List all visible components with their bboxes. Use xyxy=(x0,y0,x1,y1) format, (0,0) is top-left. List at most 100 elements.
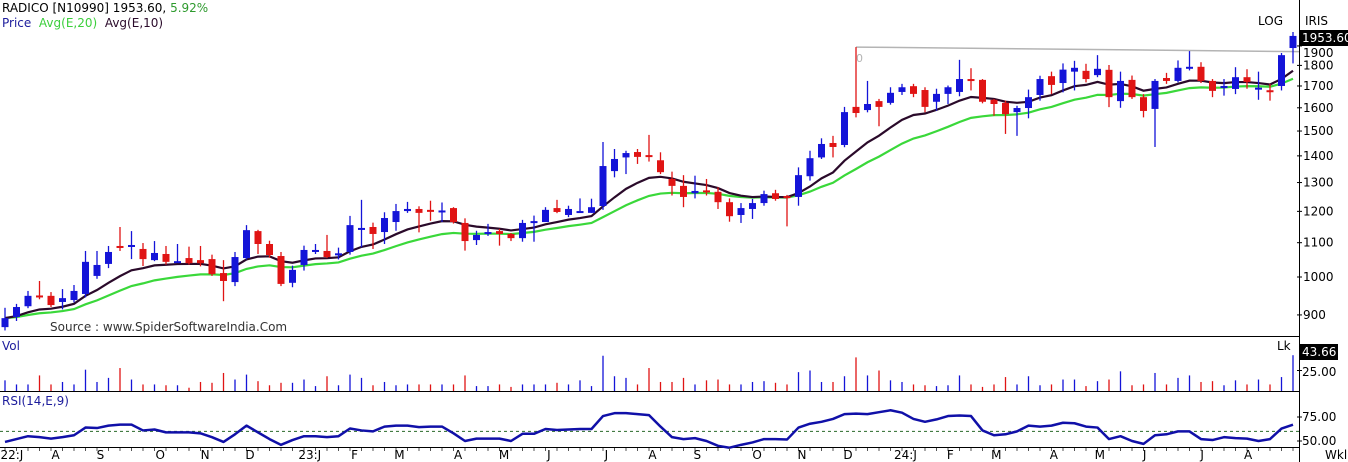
candle-body xyxy=(1140,97,1147,111)
candle-body xyxy=(404,208,411,212)
candle xyxy=(1048,71,1055,95)
legend-price[interactable]: Price xyxy=(2,16,32,30)
price-tick-label: 1200 xyxy=(1303,204,1334,218)
candle-body xyxy=(818,143,825,158)
candle xyxy=(47,292,55,308)
candle-body xyxy=(128,244,135,247)
candle-body xyxy=(1059,69,1067,84)
candle xyxy=(473,230,480,245)
period-label[interactable]: Wkl xyxy=(1325,448,1348,462)
candle xyxy=(852,47,860,118)
candle xyxy=(1232,67,1239,95)
candle xyxy=(921,87,929,113)
candle-body xyxy=(1128,79,1136,98)
candle-body xyxy=(24,295,32,307)
candle xyxy=(553,199,561,214)
candle-body xyxy=(542,209,549,223)
candle xyxy=(703,178,710,196)
candle-body xyxy=(714,191,722,203)
candle xyxy=(254,229,262,254)
candle-body xyxy=(691,190,699,194)
candle-body xyxy=(243,230,250,259)
candle-body xyxy=(266,243,273,256)
candle-body xyxy=(565,208,572,215)
volume-panel-title: Vol xyxy=(2,339,20,353)
candle xyxy=(289,265,296,288)
candle xyxy=(197,245,204,267)
candle-body xyxy=(13,307,20,317)
candle-body xyxy=(967,79,975,82)
candle xyxy=(772,189,779,201)
candle-body xyxy=(841,112,848,145)
candle-body xyxy=(737,208,745,215)
candle xyxy=(277,251,285,287)
candle-body xyxy=(151,252,158,261)
candle xyxy=(990,98,998,116)
candle-body xyxy=(864,103,871,111)
candle xyxy=(691,175,699,199)
candle xyxy=(737,203,745,223)
candle-body xyxy=(369,226,377,234)
month-label: M xyxy=(1095,448,1105,462)
candle xyxy=(967,68,975,91)
trendline xyxy=(855,46,1300,53)
candle-body xyxy=(1163,78,1170,81)
candle-body xyxy=(277,256,285,284)
source-text: Source : www.SpiderSoftwareIndia.Com xyxy=(50,320,288,334)
candle-body xyxy=(703,190,710,193)
log-scale-label[interactable]: LOG xyxy=(1258,14,1284,28)
candle-body xyxy=(231,257,239,283)
candle-body xyxy=(1013,108,1021,113)
month-label: 24:J xyxy=(894,448,917,462)
candle xyxy=(1255,71,1262,100)
candle xyxy=(335,247,342,260)
candle xyxy=(24,290,32,309)
chart-title: RADICO [N10990] 1953.60, 5.92% xyxy=(2,1,208,15)
legend-ema20[interactable]: Avg(E,20) xyxy=(38,16,98,30)
candle-body xyxy=(1,318,9,328)
candle-body xyxy=(576,211,584,214)
candle-body xyxy=(36,295,43,298)
candle-body xyxy=(921,90,929,107)
candle-body xyxy=(438,210,446,213)
candle xyxy=(611,148,618,178)
candle xyxy=(1128,75,1136,99)
month-label: O xyxy=(156,448,165,462)
candle-body xyxy=(1220,85,1228,88)
candle xyxy=(208,254,216,276)
month-label: S xyxy=(97,448,105,462)
candle-body xyxy=(70,290,78,301)
last-volume-box: 43.66 xyxy=(1300,344,1339,360)
candle-body xyxy=(1255,87,1262,90)
candle-body xyxy=(496,231,503,234)
candle-body xyxy=(335,253,342,256)
candle xyxy=(933,88,940,111)
candle xyxy=(93,250,101,279)
candle-body xyxy=(47,295,55,306)
candle-body xyxy=(162,253,170,262)
candle-body xyxy=(726,202,733,217)
month-label: S xyxy=(693,448,701,462)
candle-body xyxy=(461,222,469,242)
candle-body xyxy=(772,193,779,199)
candle xyxy=(599,141,607,210)
legend-ema10[interactable]: Avg(E,10) xyxy=(104,16,164,30)
change-percent: 5.92% xyxy=(170,1,209,15)
month-label: M xyxy=(394,448,404,462)
candle-body xyxy=(300,249,308,265)
candle-body xyxy=(680,185,687,197)
candle xyxy=(1082,63,1090,83)
candle xyxy=(266,240,273,258)
candle xyxy=(461,218,469,251)
candle xyxy=(668,171,676,196)
candle xyxy=(139,243,147,267)
candle xyxy=(795,167,802,206)
candle xyxy=(404,201,411,213)
candle xyxy=(645,134,653,162)
candle xyxy=(427,200,434,221)
candle-body xyxy=(875,101,883,107)
candle xyxy=(783,194,791,227)
candle xyxy=(1289,31,1297,64)
candle xyxy=(231,251,239,287)
